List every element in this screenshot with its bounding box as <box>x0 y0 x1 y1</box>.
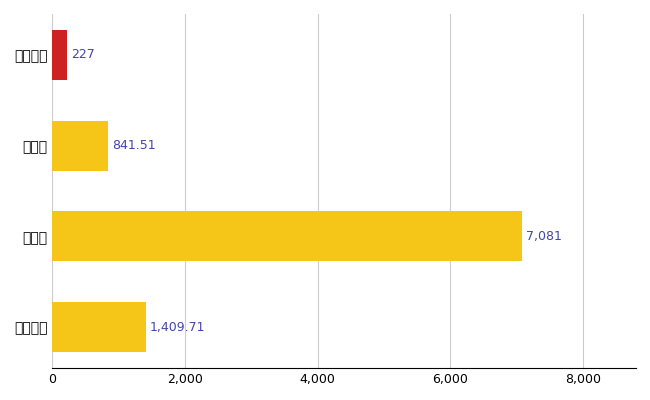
Text: 1,409.71: 1,409.71 <box>150 321 205 334</box>
Text: 841.51: 841.51 <box>112 139 156 152</box>
Text: 7,081: 7,081 <box>526 230 562 243</box>
Bar <box>52 212 522 261</box>
Bar <box>52 121 108 171</box>
Text: 227: 227 <box>72 48 95 62</box>
Bar <box>52 302 146 352</box>
Bar <box>52 30 68 80</box>
